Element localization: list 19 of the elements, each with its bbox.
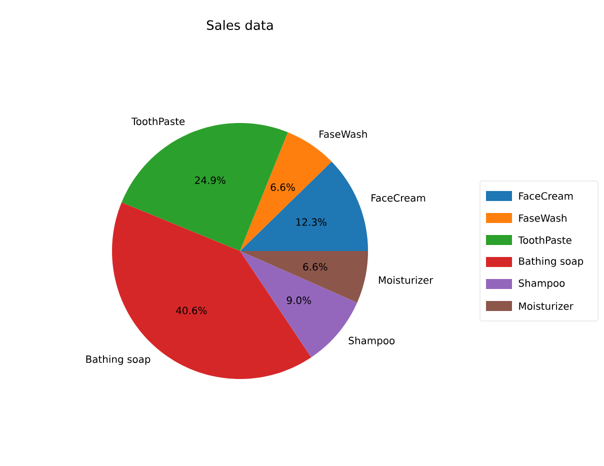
- legend-label: FaseWash: [519, 214, 566, 222]
- legend-label: FaceCream: [519, 192, 573, 200]
- legend-label: Moisturizer: [519, 302, 574, 310]
- data-label: 24.9%: [195, 176, 226, 184]
- slice-label: FaseWash: [320, 130, 367, 138]
- data-label: 6.6%: [270, 183, 295, 191]
- slice-label: FaceCream: [372, 194, 426, 202]
- legend-label: ToothPaste: [518, 236, 572, 244]
- legend-label: Shampoo: [518, 279, 565, 289]
- slice-label: Bathing soap: [86, 355, 150, 365]
- data-label: 40.6%: [176, 306, 207, 314]
- data-label: 6.6%: [303, 263, 328, 271]
- legend-label: Bathing soap: [519, 257, 584, 267]
- slice-label: Shampoo: [348, 336, 395, 346]
- data-label: 12.3%: [296, 218, 326, 226]
- chart-title: Sales data: [206, 20, 273, 30]
- slice-label: Moisturizer: [378, 276, 434, 284]
- slice-label: ToothPaste: [131, 117, 185, 126]
- data-label: 9.0%: [286, 296, 311, 304]
